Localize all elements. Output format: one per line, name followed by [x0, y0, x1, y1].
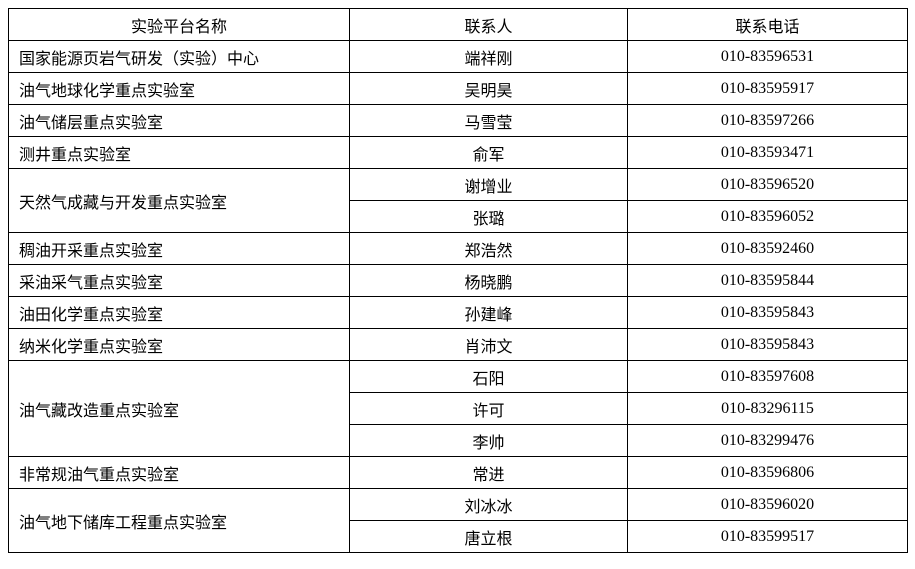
cell-contact: 郑浩然 [350, 233, 628, 265]
cell-platform: 油气地球化学重点实验室 [9, 73, 350, 105]
table-row: 油气地下储库工程重点实验室刘冰冰010-83596020 [9, 489, 908, 521]
contacts-table: 实验平台名称 联系人 联系电话 国家能源页岩气研发（实验）中心端祥刚010-83… [8, 8, 908, 553]
cell-phone: 010-83595843 [628, 297, 908, 329]
cell-contact: 俞军 [350, 137, 628, 169]
cell-contact: 唐立根 [350, 521, 628, 553]
table-body: 国家能源页岩气研发（实验）中心端祥刚010-83596531油气地球化学重点实验… [9, 41, 908, 553]
table-row: 纳米化学重点实验室肖沛文010-83595843 [9, 329, 908, 361]
cell-phone: 010-83596531 [628, 41, 908, 73]
table-row: 天然气成藏与开发重点实验室谢增业010-83596520 [9, 169, 908, 201]
cell-platform: 测井重点实验室 [9, 137, 350, 169]
cell-phone: 010-83595917 [628, 73, 908, 105]
cell-platform: 天然气成藏与开发重点实验室 [9, 169, 350, 233]
cell-phone: 010-83596052 [628, 201, 908, 233]
cell-phone: 010-83597266 [628, 105, 908, 137]
cell-phone: 010-83596806 [628, 457, 908, 489]
cell-phone: 010-83592460 [628, 233, 908, 265]
cell-phone: 010-83296115 [628, 393, 908, 425]
cell-platform: 油气地下储库工程重点实验室 [9, 489, 350, 553]
cell-contact: 张璐 [350, 201, 628, 233]
cell-contact: 马雪莹 [350, 105, 628, 137]
cell-phone: 010-83597608 [628, 361, 908, 393]
cell-phone: 010-83599517 [628, 521, 908, 553]
cell-phone: 010-83596020 [628, 489, 908, 521]
cell-contact: 端祥刚 [350, 41, 628, 73]
cell-platform: 纳米化学重点实验室 [9, 329, 350, 361]
cell-platform: 采油采气重点实验室 [9, 265, 350, 297]
cell-contact: 谢增业 [350, 169, 628, 201]
cell-phone: 010-83596520 [628, 169, 908, 201]
cell-platform: 油气藏改造重点实验室 [9, 361, 350, 457]
table-row: 油田化学重点实验室孙建峰010-83595843 [9, 297, 908, 329]
cell-contact: 李帅 [350, 425, 628, 457]
cell-platform: 国家能源页岩气研发（实验）中心 [9, 41, 350, 73]
cell-contact: 常进 [350, 457, 628, 489]
header-phone: 联系电话 [628, 9, 908, 41]
cell-phone: 010-83595844 [628, 265, 908, 297]
table-row: 油气地球化学重点实验室吴明昊010-83595917 [9, 73, 908, 105]
table-row: 油气储层重点实验室马雪莹010-83597266 [9, 105, 908, 137]
cell-contact: 许可 [350, 393, 628, 425]
header-platform: 实验平台名称 [9, 9, 350, 41]
cell-platform: 油气储层重点实验室 [9, 105, 350, 137]
cell-contact: 石阳 [350, 361, 628, 393]
cell-contact: 吴明昊 [350, 73, 628, 105]
cell-phone: 010-83595843 [628, 329, 908, 361]
cell-contact: 孙建峰 [350, 297, 628, 329]
table-row: 测井重点实验室俞军010-83593471 [9, 137, 908, 169]
cell-phone: 010-83593471 [628, 137, 908, 169]
table-row: 国家能源页岩气研发（实验）中心端祥刚010-83596531 [9, 41, 908, 73]
cell-contact: 杨晓鹏 [350, 265, 628, 297]
table-header-row: 实验平台名称 联系人 联系电话 [9, 9, 908, 41]
cell-platform: 稠油开采重点实验室 [9, 233, 350, 265]
table-row: 油气藏改造重点实验室石阳010-83597608 [9, 361, 908, 393]
cell-contact: 刘冰冰 [350, 489, 628, 521]
cell-phone: 010-83299476 [628, 425, 908, 457]
cell-contact: 肖沛文 [350, 329, 628, 361]
table-row: 采油采气重点实验室杨晓鹏010-83595844 [9, 265, 908, 297]
cell-platform: 非常规油气重点实验室 [9, 457, 350, 489]
header-contact: 联系人 [350, 9, 628, 41]
cell-platform: 油田化学重点实验室 [9, 297, 350, 329]
table-row: 稠油开采重点实验室郑浩然010-83592460 [9, 233, 908, 265]
table-row: 非常规油气重点实验室常进010-83596806 [9, 457, 908, 489]
